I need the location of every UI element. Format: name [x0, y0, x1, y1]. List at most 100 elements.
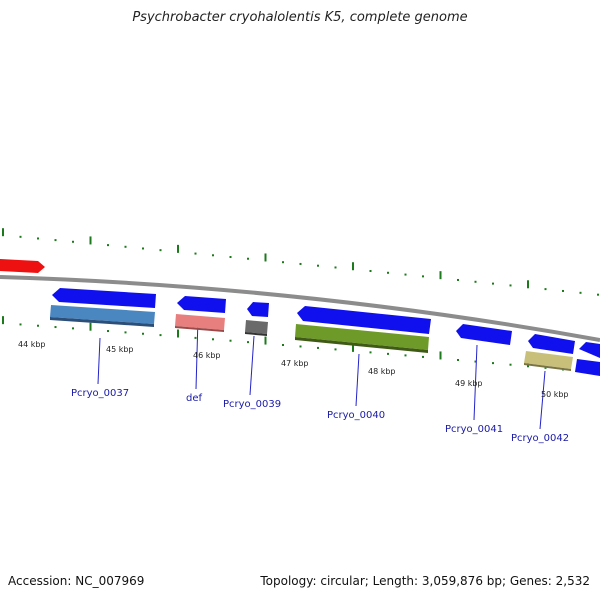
- tick-mark: [404, 273, 407, 276]
- tick-mark: [387, 271, 389, 274]
- feature-bar-shadow: [175, 326, 224, 332]
- label-line: [355, 353, 360, 407]
- tick-mark: [2, 316, 4, 325]
- gene-arrow[interactable]: [575, 359, 600, 376]
- tick-mark: [177, 244, 179, 253]
- kbp-label: 46 kbp: [193, 351, 221, 360]
- gene-label[interactable]: Pcryo_0040: [327, 410, 385, 421]
- kbp-label: 44 kbp: [18, 340, 46, 349]
- tick-mark: [142, 332, 144, 335]
- gene-label[interactable]: def: [186, 393, 203, 404]
- gene-arrow[interactable]: [528, 334, 575, 354]
- outer-ticks: [2, 228, 599, 296]
- tick-mark: [72, 327, 74, 330]
- gene-labels: Pcryo_0037 def Pcryo_0039 Pcryo_0040 Pcr…: [71, 388, 569, 444]
- gene-arrows: [52, 288, 600, 376]
- genome-stats-text: Topology: circular; Length: 3,059,876 bp…: [260, 574, 590, 588]
- tick-mark: [369, 351, 372, 354]
- tick-mark: [159, 334, 162, 337]
- tick-mark: [89, 236, 92, 245]
- tick-mark: [579, 291, 582, 294]
- feature-bar[interactable]: [295, 324, 429, 350]
- tick-mark: [317, 346, 319, 349]
- tick-mark: [544, 288, 547, 291]
- gene-label[interactable]: Pcryo_0039: [223, 399, 281, 410]
- kbp-label: 49 kbp: [455, 379, 483, 388]
- gene-label[interactable]: Pcryo_0037: [71, 388, 129, 399]
- tick-mark: [527, 280, 529, 289]
- tick-mark: [107, 330, 109, 333]
- tick-mark: [299, 262, 302, 265]
- tick-mark: [352, 262, 354, 271]
- tick-mark: [177, 329, 179, 338]
- tick-mark: [229, 339, 232, 342]
- kbp-scale: 44 kbp 45 kbp 46 kbp 47 kbp 48 kbp 49 kb…: [18, 340, 569, 399]
- tick-mark: [2, 228, 4, 237]
- tick-mark: [352, 343, 354, 352]
- tick-mark: [509, 284, 512, 287]
- tick-mark: [194, 252, 197, 255]
- tick-mark: [439, 351, 442, 360]
- tick-mark: [334, 266, 337, 269]
- tick-mark: [247, 341, 249, 344]
- feature-bar-shadow: [245, 332, 267, 336]
- genome-backbone: [0, 275, 600, 342]
- tick-mark: [19, 235, 22, 238]
- gene-arrow[interactable]: [177, 296, 226, 313]
- label-line: [473, 344, 478, 421]
- tick-mark: [597, 293, 599, 296]
- tick-mark: [37, 324, 39, 327]
- gene-arrow[interactable]: [456, 324, 512, 345]
- tick-mark: [492, 282, 494, 285]
- feature-bar-shadow: [50, 317, 154, 327]
- feature-bar[interactable]: [50, 305, 155, 324]
- tick-mark: [194, 336, 197, 339]
- tick-mark: [124, 331, 127, 334]
- tick-mark: [72, 240, 74, 243]
- tick-mark: [54, 326, 57, 329]
- tick-mark: [282, 344, 284, 347]
- tick-mark: [282, 261, 284, 264]
- tick-mark: [142, 247, 144, 250]
- tick-mark: [457, 278, 459, 281]
- kbp-label: 50 kbp: [541, 390, 569, 399]
- highlight-gene-arrow[interactable]: [0, 259, 45, 273]
- tick-mark: [37, 237, 39, 240]
- tick-mark: [124, 245, 127, 248]
- tick-mark: [107, 244, 109, 247]
- tick-mark: [299, 345, 302, 348]
- gene-arrow[interactable]: [579, 342, 600, 358]
- tick-mark: [19, 323, 22, 326]
- gene-label[interactable]: Pcryo_0041: [445, 424, 503, 435]
- gene-arrow[interactable]: [297, 306, 431, 334]
- tick-mark: [422, 355, 424, 358]
- label-line: [539, 370, 546, 430]
- page-title: Psychrobacter cryohalolentis K5, complet…: [132, 10, 468, 25]
- tick-mark: [509, 363, 512, 366]
- feature-bar-shadow: [295, 337, 428, 353]
- tick-mark: [457, 358, 459, 361]
- gene-label[interactable]: Pcryo_0042: [511, 433, 569, 444]
- tick-mark: [317, 264, 319, 267]
- feature-bar[interactable]: [245, 320, 268, 334]
- kbp-label: 48 kbp: [368, 367, 396, 376]
- tick-mark: [562, 289, 564, 292]
- label-line: [249, 335, 255, 396]
- tick-mark: [492, 362, 494, 365]
- tick-mark: [264, 253, 267, 262]
- kbp-label: 47 kbp: [281, 359, 309, 368]
- tick-mark: [264, 336, 267, 345]
- tick-mark: [212, 338, 214, 341]
- tick-mark: [212, 254, 214, 257]
- gene-arrow[interactable]: [247, 302, 269, 317]
- feature-bar[interactable]: [175, 314, 225, 330]
- gene-arrow[interactable]: [52, 288, 156, 308]
- tick-mark: [387, 352, 389, 355]
- tick-mark: [54, 239, 57, 242]
- kbp-label: 45 kbp: [106, 345, 134, 354]
- tick-mark: [369, 270, 372, 273]
- tick-mark: [159, 249, 162, 252]
- feature-bars: [50, 305, 573, 371]
- feature-bar[interactable]: [524, 351, 573, 369]
- label-line: [97, 337, 101, 385]
